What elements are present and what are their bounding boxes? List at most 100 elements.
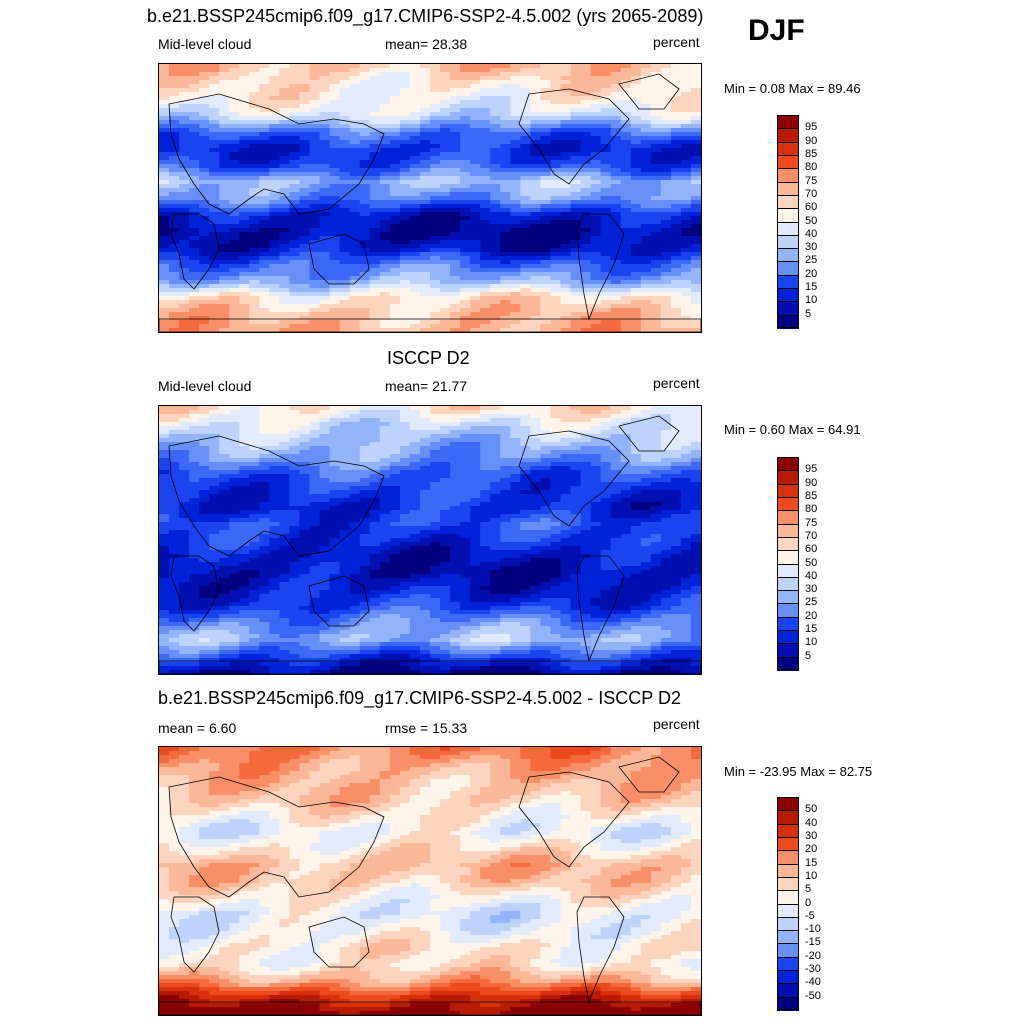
map-cell <box>590 458 602 463</box>
map-cell <box>560 494 572 499</box>
map-cell <box>349 284 361 289</box>
map-cell <box>209 438 220 443</box>
map-cell <box>219 304 230 309</box>
map-cell <box>430 160 441 165</box>
map-cell <box>440 256 451 261</box>
map-cell <box>369 438 381 443</box>
map-cell <box>209 288 220 293</box>
map-cell <box>430 260 441 265</box>
map-cell <box>450 454 461 459</box>
map-cell <box>630 100 642 105</box>
map-cell <box>309 228 321 233</box>
map-cell <box>299 256 311 261</box>
map-cell <box>580 148 592 153</box>
map-cell <box>249 88 260 93</box>
map-cell <box>349 300 361 305</box>
map-cell <box>630 446 642 451</box>
map-cell <box>179 168 190 173</box>
map-cell <box>580 132 592 137</box>
map-cell <box>550 292 562 297</box>
map-cell <box>510 324 521 329</box>
map-cell <box>680 458 692 463</box>
map-cell <box>450 100 461 105</box>
map-cell <box>339 236 351 241</box>
map-cell <box>299 478 311 483</box>
map-cell <box>450 434 461 439</box>
map-cell <box>640 144 652 149</box>
map-cell <box>520 418 531 423</box>
map-cell <box>580 224 592 229</box>
map-cell <box>530 236 542 241</box>
map-cell <box>159 502 170 507</box>
map-cell <box>440 418 451 423</box>
map-cell <box>450 498 461 503</box>
map-cell <box>369 108 381 113</box>
map-cell <box>199 248 210 253</box>
map-cell <box>379 458 391 463</box>
map-cell <box>690 196 701 201</box>
map-cell <box>419 108 431 113</box>
map-cell <box>359 128 371 133</box>
map-cell <box>219 308 230 313</box>
map-cell <box>600 240 612 245</box>
map-cell <box>259 438 271 443</box>
map-cell <box>269 304 281 309</box>
map-cell <box>279 284 291 289</box>
map-cell <box>379 264 391 269</box>
map-cell <box>480 244 491 249</box>
map-cell <box>369 324 381 329</box>
map-cell <box>630 418 642 423</box>
map-cell <box>550 324 562 329</box>
map-cell <box>289 300 301 305</box>
map-cell <box>409 176 421 181</box>
map-cell <box>550 132 562 137</box>
map-cell <box>349 292 361 297</box>
map-cell <box>660 184 672 189</box>
map-cell <box>209 284 220 289</box>
map-cell <box>440 108 451 113</box>
map-cell <box>670 76 682 81</box>
map-cell <box>239 112 250 117</box>
map-cell <box>359 490 371 495</box>
map-cell <box>229 236 240 241</box>
map-cell <box>630 482 642 487</box>
map-cell <box>419 224 431 229</box>
map-cell <box>620 72 632 77</box>
map-cell <box>630 414 642 419</box>
map-cell <box>169 104 180 109</box>
map-cell <box>560 450 572 455</box>
map-cell <box>269 426 281 431</box>
map-cell <box>620 430 632 435</box>
map-cell <box>450 208 461 213</box>
map-cell <box>690 418 701 423</box>
map-cell <box>610 268 622 273</box>
map-cell <box>540 328 552 332</box>
map-cell <box>369 434 381 439</box>
map-cell <box>399 284 411 289</box>
map-cell <box>299 120 311 125</box>
map-cell <box>640 272 652 277</box>
map-cell <box>169 264 180 269</box>
map-cell <box>189 312 200 317</box>
map-cell <box>610 112 622 117</box>
map-cell <box>490 116 501 121</box>
map-cell <box>369 276 381 281</box>
map-cell <box>540 272 552 277</box>
map-cell <box>470 236 481 241</box>
map-cell <box>430 482 441 487</box>
map-cell <box>379 192 391 197</box>
map-cell <box>470 410 481 415</box>
map-cell <box>379 64 391 69</box>
map-cell <box>620 84 632 89</box>
map-cell <box>279 280 291 285</box>
map-cell <box>169 248 180 253</box>
map-cell <box>520 474 531 479</box>
map-cell <box>460 196 471 201</box>
colorbar-tick-label: 70 <box>805 187 818 200</box>
map-cell <box>460 104 471 109</box>
map-cell <box>640 188 652 193</box>
map-cell <box>349 418 361 423</box>
map-cell <box>600 248 612 253</box>
map-cell <box>419 164 431 169</box>
map-cell <box>159 410 170 415</box>
